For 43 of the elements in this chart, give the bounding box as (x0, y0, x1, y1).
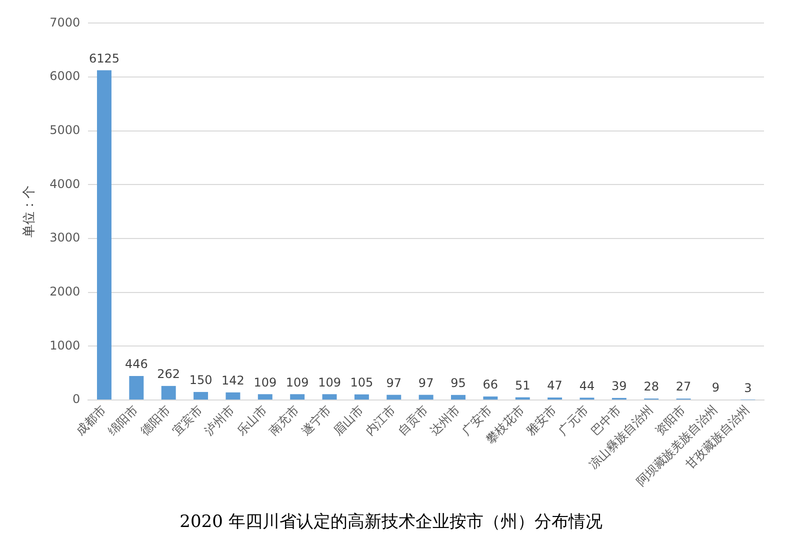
bar (386, 394, 402, 400)
y-tick-label: 5000 (50, 122, 80, 137)
bar (322, 394, 337, 400)
bar (226, 392, 240, 400)
data-label: 28 (644, 380, 659, 394)
data-label: 109 (254, 375, 277, 390)
data-label: 262 (157, 367, 180, 382)
bar (483, 396, 498, 400)
bar (290, 394, 305, 400)
data-label: 446 (124, 357, 148, 372)
data-label: 47 (547, 378, 562, 393)
data-label: 109 (318, 375, 341, 390)
y-axis-title: 单位：个 (22, 186, 38, 238)
data-label: 97 (386, 376, 402, 390)
data-label: 109 (286, 375, 309, 390)
y-tick-label: 3000 (50, 230, 80, 245)
data-label: 51 (514, 378, 530, 392)
bar (451, 394, 466, 400)
bar (129, 376, 144, 400)
y-tick-label: 6000 (50, 69, 80, 84)
y-tick-label: 7000 (50, 15, 80, 30)
data-label: 142 (222, 374, 244, 388)
text: 2020 年四川省认定的高新技术企业按市（州）分布情况 (180, 512, 602, 532)
data-label: 97 (418, 376, 434, 390)
y-tick-label: 2000 (50, 284, 80, 299)
data-label: 95 (450, 376, 466, 390)
bar (194, 392, 208, 400)
bar (161, 386, 176, 400)
data-label: 27 (676, 380, 692, 394)
data-label: 150 (189, 373, 212, 388)
y-tick-label: 4000 (50, 176, 80, 191)
bar (96, 70, 112, 400)
data-label: 39 (612, 379, 627, 394)
data-label: 3 (744, 381, 752, 396)
y-tick-label: 1000 (50, 338, 80, 352)
data-label: 105 (350, 376, 374, 390)
bar (258, 394, 272, 400)
data-label: 6125 (88, 51, 120, 66)
bar (354, 394, 369, 400)
bar (418, 394, 434, 400)
data-label: 9 (712, 380, 720, 395)
data-label: 66 (482, 378, 498, 392)
data-label: 44 (579, 378, 595, 393)
